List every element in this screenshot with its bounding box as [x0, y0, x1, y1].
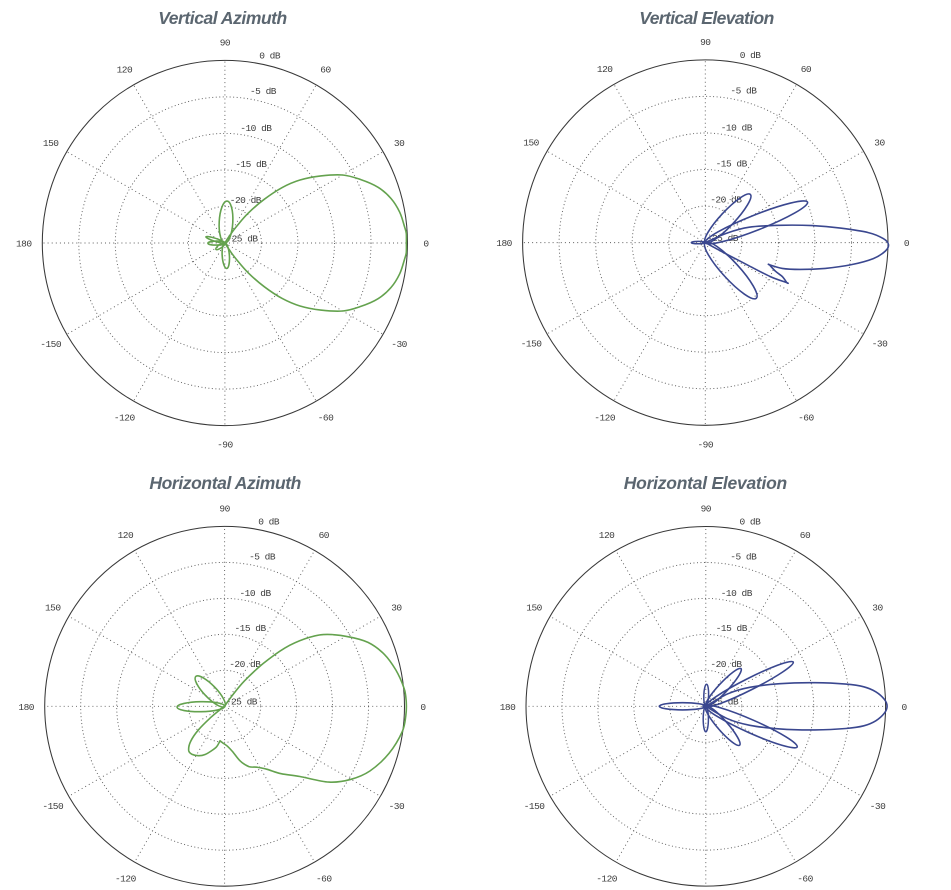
svg-text:-60: -60 [316, 874, 332, 885]
svg-text:90: 90 [220, 37, 231, 48]
svg-text:120: 120 [118, 530, 134, 541]
svg-text:Horizontal Elevation: Horizontal Elevation [624, 473, 787, 493]
svg-text:Vertical Elevation: Vertical Elevation [639, 8, 773, 28]
svg-text:Horizontal Azimuth: Horizontal Azimuth [149, 473, 301, 493]
svg-text:-90: -90 [697, 439, 713, 450]
svg-text:60: 60 [800, 530, 811, 541]
svg-text:30: 30 [874, 138, 885, 149]
svg-text:-20 dB: -20 dB [710, 195, 742, 206]
svg-text:150: 150 [45, 603, 61, 614]
svg-text:-60: -60 [318, 413, 334, 424]
svg-text:-10 dB: -10 dB [240, 123, 272, 134]
svg-text:0 dB: 0 dB [258, 516, 280, 527]
svg-text:-120: -120 [115, 874, 137, 885]
svg-text:-120: -120 [594, 412, 616, 423]
svg-text:-150: -150 [40, 339, 62, 350]
svg-text:-15 dB: -15 dB [235, 159, 267, 170]
svg-text:-15 dB: -15 dB [716, 623, 748, 634]
svg-text:0: 0 [420, 702, 426, 713]
svg-text:-30: -30 [391, 339, 407, 350]
svg-text:60: 60 [801, 64, 812, 75]
svg-text:90: 90 [219, 503, 230, 514]
svg-text:0: 0 [423, 239, 429, 250]
svg-text:-20 dB: -20 dB [229, 659, 261, 670]
svg-text:-5 dB: -5 dB [730, 85, 757, 96]
svg-text:150: 150 [523, 138, 539, 149]
svg-text:-25 dB: -25 dB [707, 233, 739, 244]
svg-text:150: 150 [43, 138, 59, 149]
svg-text:30: 30 [394, 138, 405, 149]
svg-text:0: 0 [901, 702, 907, 713]
svg-text:90: 90 [701, 504, 712, 515]
svg-text:-5 dB: -5 dB [249, 551, 276, 562]
svg-text:-150: -150 [524, 801, 546, 812]
svg-text:90: 90 [700, 37, 711, 48]
svg-text:-150: -150 [42, 801, 64, 812]
svg-text:180: 180 [500, 702, 516, 713]
svg-text:-5 dB: -5 dB [730, 551, 757, 562]
svg-text:-10 dB: -10 dB [721, 123, 753, 134]
svg-text:-60: -60 [797, 874, 813, 885]
svg-text:-15 dB: -15 dB [716, 158, 748, 169]
svg-text:60: 60 [320, 64, 331, 75]
svg-text:60: 60 [319, 530, 330, 541]
svg-text:0 dB: 0 dB [740, 50, 762, 61]
svg-text:-20 dB: -20 dB [230, 195, 262, 206]
svg-text:180: 180 [18, 702, 34, 713]
svg-text:-30: -30 [389, 801, 405, 812]
svg-text:-10 dB: -10 dB [239, 588, 271, 599]
svg-text:120: 120 [597, 64, 613, 75]
svg-text:-5 dB: -5 dB [250, 86, 277, 97]
svg-text:0: 0 [904, 238, 910, 249]
svg-text:-30: -30 [870, 801, 886, 812]
svg-text:120: 120 [117, 64, 133, 75]
svg-text:Vertical Azimuth: Vertical Azimuth [158, 8, 287, 28]
svg-text:-60: -60 [798, 412, 814, 423]
svg-text:-10 dB: -10 dB [721, 588, 753, 599]
svg-text:180: 180 [496, 238, 512, 249]
svg-text:-90: -90 [217, 440, 233, 451]
svg-text:30: 30 [872, 603, 883, 614]
svg-text:180: 180 [16, 239, 32, 250]
svg-text:-30: -30 [872, 339, 888, 350]
svg-text:-25 dB: -25 dB [226, 233, 258, 244]
svg-text:-120: -120 [114, 413, 136, 424]
svg-text:-120: -120 [596, 874, 618, 885]
svg-text:30: 30 [391, 603, 402, 614]
svg-text:-25 dB: -25 dB [226, 697, 258, 708]
svg-text:120: 120 [599, 530, 615, 541]
svg-text:150: 150 [526, 603, 542, 614]
svg-text:-150: -150 [521, 339, 543, 350]
svg-text:-15 dB: -15 dB [234, 623, 266, 634]
svg-text:0 dB: 0 dB [739, 517, 761, 528]
svg-text:-20 dB: -20 dB [710, 659, 742, 670]
svg-text:0 dB: 0 dB [259, 50, 281, 61]
